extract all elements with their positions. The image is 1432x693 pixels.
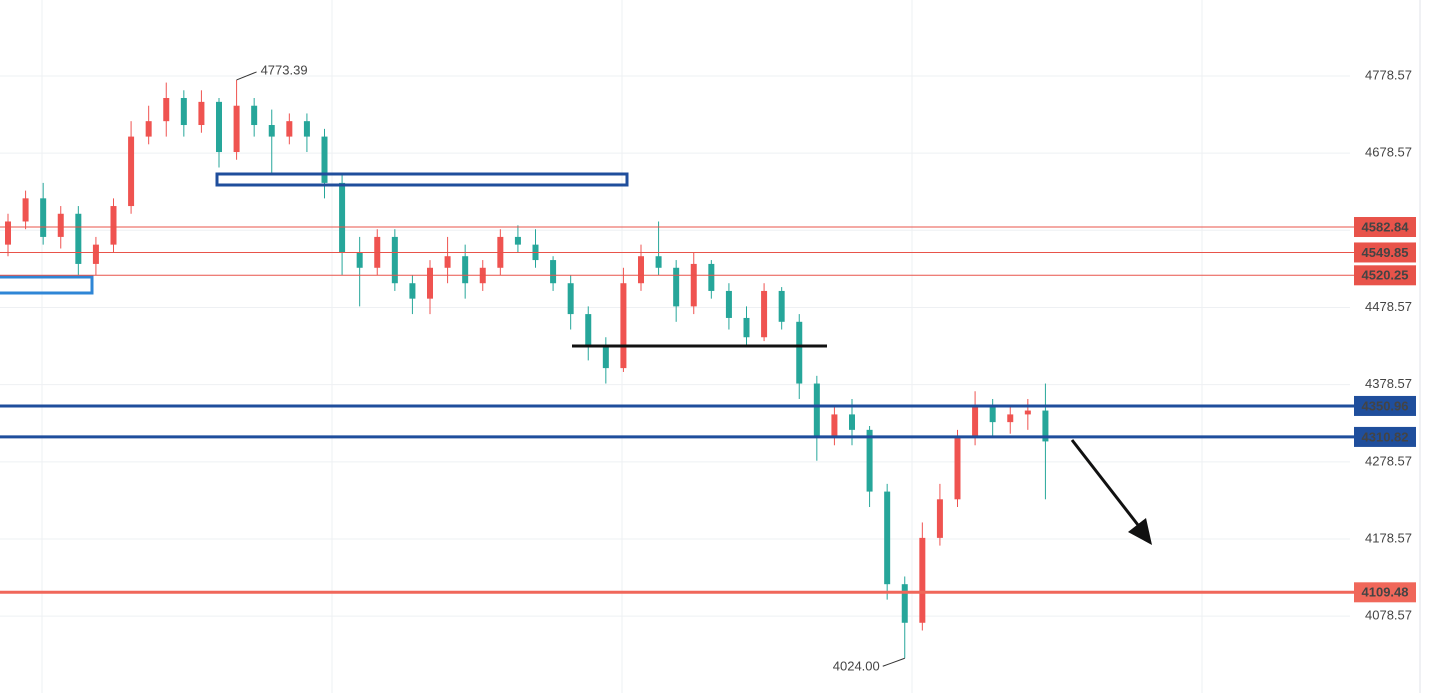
candle-body — [690, 263, 697, 307]
candle-body — [198, 101, 205, 126]
candle-body — [936, 499, 943, 538]
candle-body — [391, 236, 398, 284]
level-label: 4582.84 — [1362, 219, 1410, 234]
y-tick-label: 4378.57 — [1365, 376, 1412, 391]
candle-body — [831, 414, 838, 438]
arrow-head — [1128, 518, 1152, 545]
level-label-box — [1354, 426, 1416, 447]
y-tick-label: 4478.57 — [1365, 299, 1412, 314]
y-tick-label: 4278.57 — [1365, 453, 1412, 468]
level-label-box — [1354, 582, 1416, 603]
level-label: 4549.85 — [1362, 245, 1409, 260]
y-axis: 4078.574178.574278.574378.574478.574578.… — [1365, 67, 1412, 622]
candle-body — [5, 221, 11, 245]
candle-body — [356, 252, 363, 268]
candle-body — [585, 314, 592, 345]
candle-body — [75, 213, 82, 264]
candle-body — [620, 283, 627, 369]
candle-body — [972, 406, 979, 438]
candle-body — [1007, 414, 1014, 423]
candle-body — [725, 290, 732, 318]
candle-body — [163, 98, 170, 122]
candle-body — [409, 283, 416, 299]
candle-body — [180, 98, 187, 126]
candle-body — [514, 236, 521, 245]
zone-box — [0, 275, 94, 295]
level-label: 4350.96 — [1362, 398, 1409, 413]
y-tick-label: 4678.57 — [1365, 145, 1412, 160]
candle-body — [145, 121, 152, 137]
candle-body — [339, 182, 346, 253]
candle-body — [884, 491, 891, 585]
candle-body — [321, 136, 328, 183]
candle-body — [303, 121, 310, 137]
level-label-box — [1354, 265, 1416, 286]
annotation-leader — [236, 71, 257, 81]
candle-body — [40, 198, 47, 237]
annotation-leader — [882, 657, 905, 667]
candle-body — [813, 383, 820, 438]
high-annotation: 4773.39 — [261, 62, 308, 77]
candle-body — [673, 267, 680, 307]
candle-body — [901, 584, 908, 623]
candle-body — [427, 267, 433, 299]
candle-body — [268, 125, 275, 137]
candle-body — [1024, 410, 1031, 415]
candle-body — [462, 256, 469, 284]
level-label-box — [1354, 395, 1416, 416]
candle-body — [638, 256, 644, 284]
candle-body — [251, 105, 258, 126]
candle-body — [796, 321, 803, 384]
zone-box — [215, 172, 629, 187]
candle-body — [57, 213, 64, 237]
candle-body — [128, 136, 135, 207]
candle-body — [954, 437, 961, 500]
candle-body — [444, 256, 451, 268]
candle-body — [1042, 410, 1049, 442]
candle-body — [989, 406, 996, 423]
level-label: 4520.25 — [1362, 268, 1409, 283]
candle-body — [849, 414, 855, 430]
level-label: 4310.82 — [1362, 429, 1409, 444]
candle-body — [286, 121, 293, 137]
candle-body — [92, 244, 99, 264]
candle-body — [919, 537, 926, 623]
candle-body — [567, 283, 574, 315]
y-tick-label: 4078.57 — [1365, 608, 1412, 623]
candle-body — [550, 260, 557, 284]
candle-body — [743, 317, 750, 338]
candle-body — [602, 344, 609, 369]
candle-body — [22, 198, 29, 222]
low-annotation: 4024.00 — [833, 659, 880, 674]
y-tick-label: 4778.57 — [1365, 67, 1412, 82]
level-label-box — [1354, 217, 1416, 238]
candle-body — [216, 101, 222, 153]
candle-body — [778, 290, 785, 322]
candle-body — [761, 290, 768, 338]
candle-body — [866, 429, 873, 492]
plot: 4773.39 4024.00 — [5, 62, 1049, 674]
candle-body — [708, 263, 715, 291]
candle-body — [233, 105, 240, 153]
candle-body — [655, 256, 662, 268]
y-tick-label: 4178.57 — [1365, 530, 1412, 545]
candle-body — [110, 206, 117, 245]
level-label: 4109.48 — [1362, 585, 1409, 600]
level-label-box — [1354, 242, 1416, 263]
arrow — [1070, 439, 1140, 526]
